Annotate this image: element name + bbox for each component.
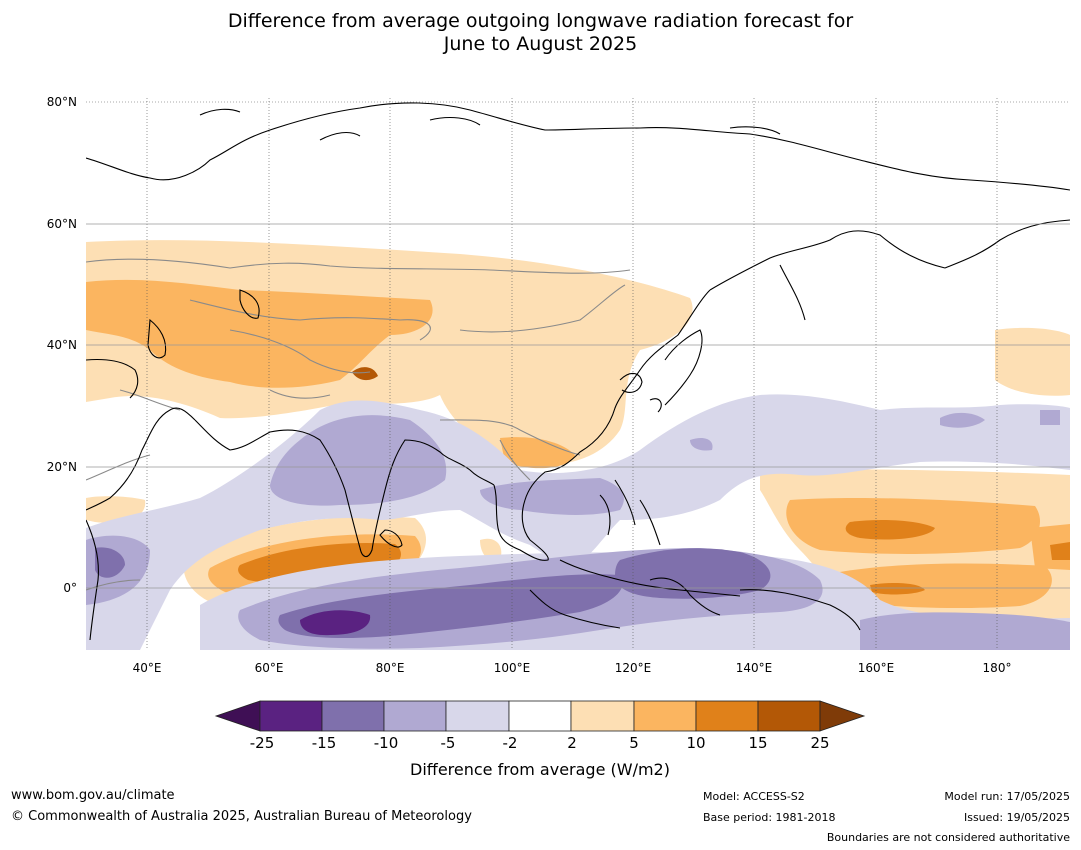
lon-tick-label: 140°E [736,661,773,675]
lat-tick-label: 20°N [47,460,77,474]
meridians [146,98,998,650]
colorbar-ticks: -25 -15 -10 -5 -2 2 5 10 15 25 [250,734,830,752]
colorbar-tick-label: 10 [686,734,705,752]
colorbar-tick-label: -5 [441,734,456,752]
colorbar-tick-label: -15 [312,734,337,752]
longitude-labels: 40°E 60°E 80°E 100°E 120°E 140°E 160°E 1… [133,661,1012,675]
colorbar-arrow-low [214,700,261,732]
website-link[interactable]: www.bom.gov.au/climate [11,788,175,803]
colorbar-segment [259,700,323,732]
colorbar-arrow-high [819,700,866,732]
base-period-text: Base period: 1981-2018 [703,811,836,824]
colorbar-tick-label: -25 [250,734,275,752]
colorbar-segment [633,700,697,732]
colorbar-tick-label: 5 [629,734,639,752]
colorbar-label: Difference from average (W/m2) [410,760,670,779]
copyright-text: © Commonwealth of Australia 2025, Austra… [11,809,472,824]
issued-text: Issued: 19/05/2025 [963,811,1070,824]
lon-tick-label: 60°E [255,661,284,675]
lat-tick-label: 40°N [47,338,77,352]
model-run-text: Model run: 17/05/2025 [944,790,1070,803]
colorbar-segment [570,700,635,732]
colorbar-segment [383,700,447,732]
colorbar-tick-label: -10 [374,734,399,752]
lat-tick-label: 80°N [47,95,77,109]
disclaimer-text: Boundaries are not considered authoritat… [826,831,1070,844]
negative-anomaly-peak [300,610,371,636]
country-boundaries [86,258,631,591]
map-title-line2: June to August 2025 [443,33,638,55]
latitude-labels: 80°N 60°N 40°N 20°N 0° [47,95,77,595]
map-title-line1: Difference from average outgoing longwav… [227,10,854,32]
map-area [86,98,1070,650]
lon-tick-label: 120°E [615,661,652,675]
lon-tick-label: 100°E [494,661,531,675]
parallels [86,223,1070,589]
positive-anomaly-peak [352,367,378,381]
colorbar-tick-label: -2 [503,734,518,752]
colorbar-tick-label: 15 [748,734,767,752]
colorbar-segment [695,700,759,732]
lat-tick-label: 0° [63,581,77,595]
colorbar-tick-label: 2 [567,734,577,752]
colorbar-segment [445,700,510,732]
lon-tick-label: 160°E [858,661,895,675]
lon-tick-label: 40°E [133,661,162,675]
colorbar-segment [757,700,821,732]
lon-tick-label: 180° [983,661,1012,675]
colorbar-segment [321,700,385,732]
colorbar-tick-label: 25 [810,734,829,752]
coastlines [86,102,1070,641]
colorbar-segment [508,700,572,732]
lon-tick-label: 80°E [376,661,405,675]
model-text: Model: ACCESS-S2 [703,790,805,803]
lat-tick-label: 60°N [47,217,77,231]
colorbar [214,700,866,732]
